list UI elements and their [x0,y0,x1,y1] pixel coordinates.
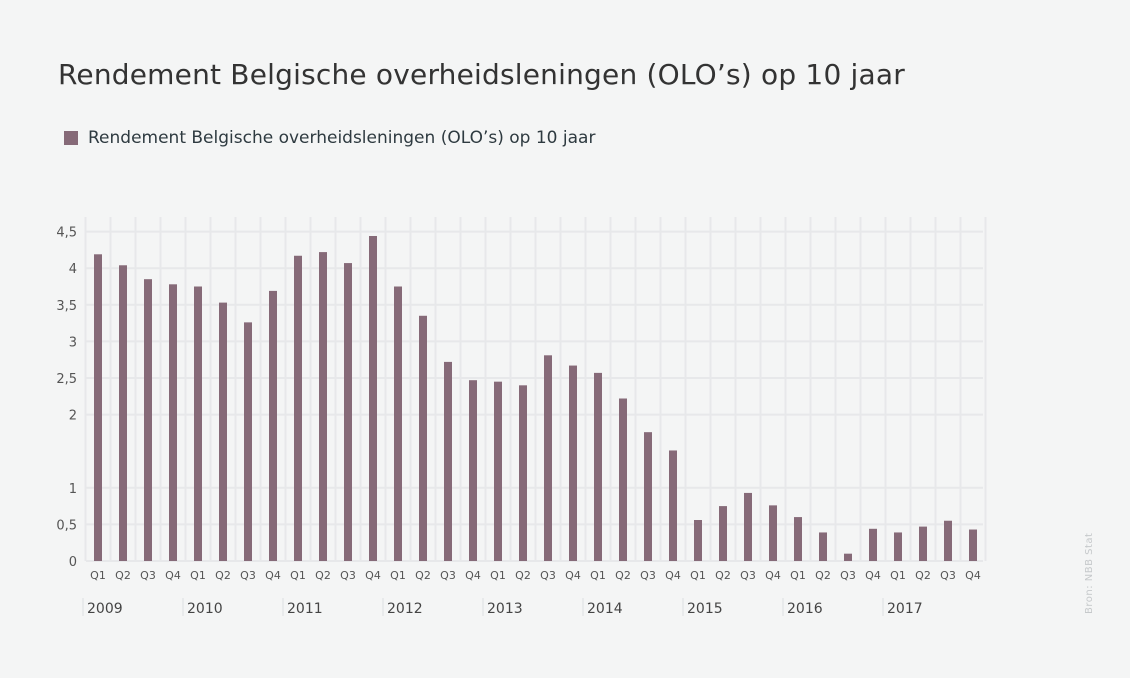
bar [619,398,627,561]
bar [894,532,902,561]
x-tick-label: Q3 [140,569,156,582]
bar [94,254,102,562]
legend-swatch [64,131,78,145]
bar [369,235,377,561]
x-tick-label: Q3 [440,569,456,582]
x-tick-label: Q3 [340,569,356,582]
x-tick-label: Q4 [565,569,581,582]
year-label: 2014 [587,601,623,617]
y-tick-label: 0 [69,555,77,570]
bar [519,385,527,561]
x-tick-label: Q2 [315,569,331,582]
bar [194,286,202,561]
bar [219,302,227,561]
year-label: 2017 [887,601,923,617]
bar [969,529,977,561]
bar [344,263,352,561]
x-tick-label: Q2 [615,569,631,582]
x-tick-label: Q1 [790,569,806,582]
bar [469,380,477,561]
y-tick-label: 3,5 [56,299,77,314]
year-label: 2010 [187,601,223,617]
x-tick-label: Q2 [215,569,231,582]
x-tick-label: Q1 [490,569,506,582]
year-label: 2016 [787,601,823,617]
source-note: Bron: NBB Stat [1084,532,1095,614]
x-tick-label: Q2 [915,569,931,582]
x-tick-label: Q3 [540,569,556,582]
bar [169,284,177,561]
x-tick-label: Q4 [265,569,281,582]
x-tick-label: Q4 [365,569,381,582]
year-label: 2011 [287,601,323,617]
x-tick-label: Q1 [290,569,306,582]
x-tick-label: Q2 [715,569,731,582]
legend: Rendement Belgische overheidsleningen (O… [64,128,595,148]
bar [844,553,852,561]
bar [144,279,152,561]
bar [319,252,327,561]
x-tick-label: Q1 [90,569,106,582]
bar [294,255,302,562]
bar [744,492,752,561]
bar [419,315,427,561]
x-tick-label: Q3 [640,569,656,582]
bar [594,372,602,561]
chart-title: Rendement Belgische overheidsleningen (O… [58,58,905,91]
x-tick-label: Q3 [240,569,256,582]
x-tick-label: Q4 [965,569,981,582]
y-tick-label: 3 [69,335,77,350]
y-tick-label: 4,5 [56,226,77,241]
year-label: 2012 [387,601,423,617]
x-tick-label: Q2 [415,569,431,582]
x-tick-label: Q1 [390,569,406,582]
x-tick-label: Q1 [190,569,206,582]
x-tick-label: Q2 [115,569,131,582]
bar [244,322,252,561]
y-tick-label: 1 [69,482,77,497]
x-tick-label: Q1 [690,569,706,582]
bar [819,532,827,561]
bar [644,432,652,561]
bar [494,381,502,561]
y-tick-label: 0,5 [56,518,77,533]
x-tick-label: Q3 [940,569,956,582]
bar [544,355,552,561]
y-tick-label: 2,5 [56,372,77,387]
year-label: 2015 [687,601,723,617]
x-tick-label: Q4 [465,569,481,582]
bar [119,265,127,561]
bar [769,505,777,561]
bar [719,506,727,561]
bar [569,365,577,561]
bar [669,450,677,561]
bar [394,286,402,561]
bar [694,520,702,561]
bar [794,517,802,561]
x-tick-label: Q3 [740,569,756,582]
bar [444,361,452,561]
bar [869,528,877,561]
x-tick-label: Q3 [840,569,856,582]
x-tick-label: Q1 [590,569,606,582]
y-tick-label: 2 [69,409,77,424]
x-tick-label: Q2 [815,569,831,582]
year-label: 2013 [487,601,523,617]
year-label: 2009 [87,601,123,617]
bar [269,290,277,561]
x-tick-label: Q2 [515,569,531,582]
bar [944,520,952,561]
y-tick-label: 4 [69,262,77,277]
x-tick-label: Q4 [765,569,781,582]
legend-label: Rendement Belgische overheidsleningen (O… [88,128,596,148]
x-tick-label: Q4 [165,569,181,582]
x-tick-label: Q4 [665,569,681,582]
bar [919,526,927,561]
x-tick-label: Q4 [865,569,881,582]
x-tick-label: Q1 [890,569,906,582]
